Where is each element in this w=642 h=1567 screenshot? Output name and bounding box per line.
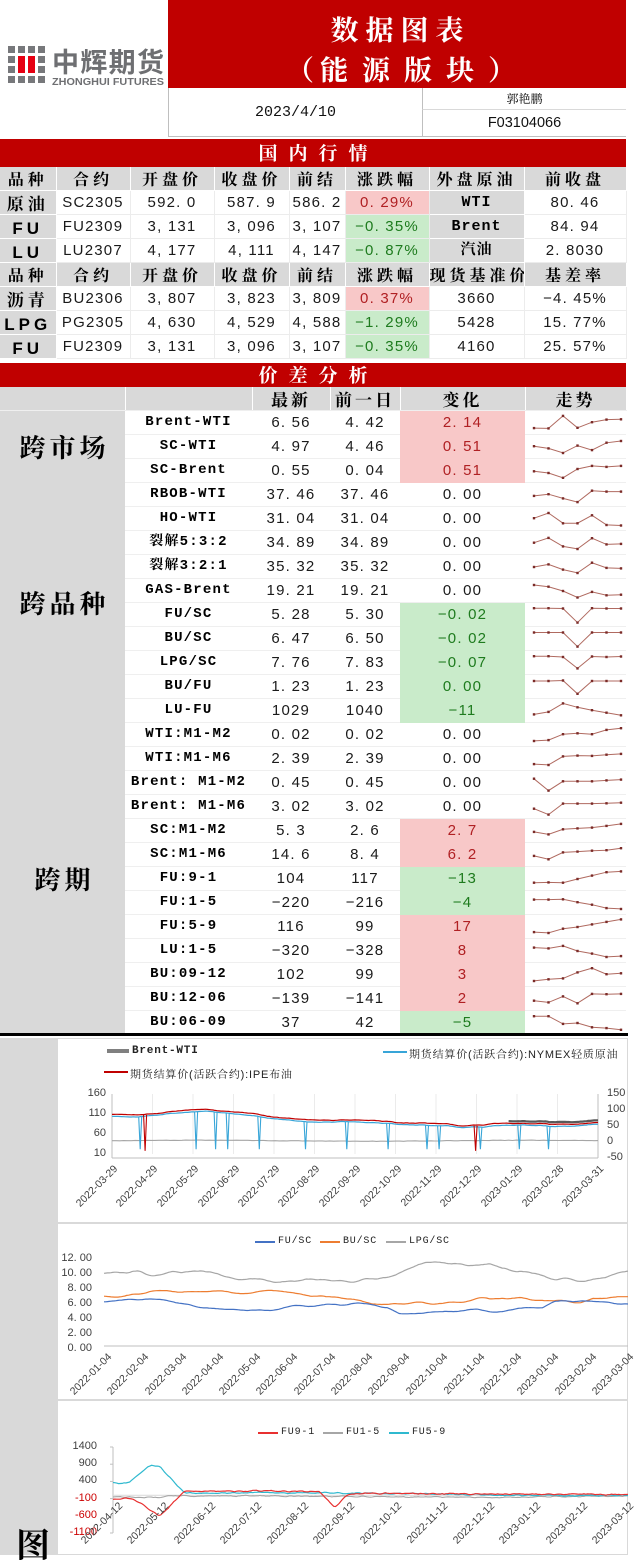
svg-text:ZHONGHUI FUTURES: ZHONGHUI FUTURES [52,76,164,88]
svg-text:中辉期货: 中辉期货 [52,45,164,80]
